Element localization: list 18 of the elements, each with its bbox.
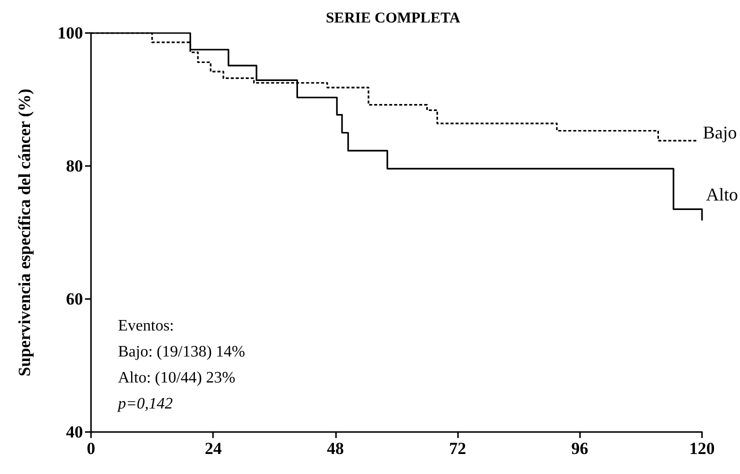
y-tick-label: 80	[66, 156, 83, 176]
y-tick-label: 40	[66, 422, 83, 442]
y-axis-title: Supervivencia específica del cáncer (%)	[15, 88, 34, 376]
x-tick-label: 72	[449, 439, 466, 458]
chart-title: SERIE COMPLETA	[326, 10, 460, 26]
y-tick-label: 100	[58, 24, 83, 42]
series-label: Bajo	[702, 122, 737, 143]
y-tick-label: 60	[66, 290, 83, 308]
annotation: Bajo: (19/138) 14%	[118, 344, 246, 360]
annotation: p=0,142	[117, 396, 173, 412]
x-tick-label: 24	[204, 439, 222, 458]
x-tick-label: 0	[86, 439, 96, 458]
x-tick-label: 48	[326, 439, 344, 458]
annotation: Alto: (10/44) 23%	[118, 370, 236, 386]
x-tick-label: 120	[689, 439, 715, 458]
series-label: Alto	[706, 184, 738, 205]
annotation: Eventos:	[118, 318, 174, 334]
x-tick-label: 96	[571, 439, 588, 458]
